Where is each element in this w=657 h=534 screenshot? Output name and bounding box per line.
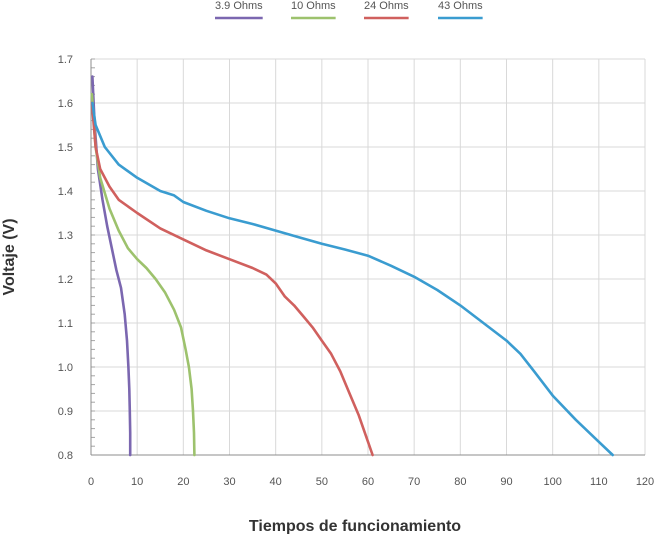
y-tick-label: 1.5 <box>58 142 73 154</box>
legend: 3.9 Ohms 10 Ohms 24 Ohms 43 Ohms <box>215 0 483 20</box>
legend-label: 10 Ohms <box>291 0 336 12</box>
series-lines <box>90 75 614 457</box>
y-tick-label: 0.8 <box>58 450 73 462</box>
x-tick-label: 60 <box>362 476 374 488</box>
x-tick-label: 110 <box>590 476 608 488</box>
y-tick-label: 1.6 <box>58 98 73 110</box>
x-tick-label: 80 <box>454 476 466 488</box>
x-tick-label: 20 <box>177 476 189 488</box>
legend-label: 43 Ohms <box>438 0 483 12</box>
x-tick-label: 90 <box>500 476 512 488</box>
y-axis-title: Voltaje (V) <box>1 218 18 295</box>
y-tick-labels: 1.7 1.6 1.5 1.4 1.3 1.2 1.1 1.0 0.9 0.8 <box>58 54 73 462</box>
x-tick-label: 100 <box>543 476 561 488</box>
y-tick-label: 1.4 <box>58 186 73 198</box>
series-line-2 <box>90 92 196 457</box>
x-tick-label: 50 <box>316 476 328 488</box>
x-tick-label: 30 <box>223 476 235 488</box>
x-tick-label: 0 <box>88 476 94 488</box>
x-tick-label: 10 <box>131 476 143 488</box>
gridlines <box>91 58 646 455</box>
y-tick-label: 1.7 <box>58 54 73 66</box>
series-line-3 <box>90 101 374 457</box>
x-tick-labels: 0 10 20 30 40 50 60 70 80 90 100 110 120 <box>88 476 654 488</box>
series-line-4 <box>91 101 614 457</box>
x-tick-label: 70 <box>408 476 420 488</box>
x-tick-label: 40 <box>270 476 282 488</box>
x-axis-title: Tiempos de funcionamiento <box>249 518 461 534</box>
y-tick-label: 1.0 <box>58 362 73 374</box>
y-tick-label: 1.2 <box>58 274 73 286</box>
legend-label: 3.9 Ohms <box>215 0 263 12</box>
y-tick-label: 1.1 <box>58 318 73 330</box>
y-tick-label: 0.9 <box>58 406 73 418</box>
legend-label: 24 Ohms <box>364 0 409 12</box>
axes <box>90 59 645 456</box>
y-tick-label: 1.3 <box>58 230 73 242</box>
x-tick-label: 120 <box>636 476 654 488</box>
